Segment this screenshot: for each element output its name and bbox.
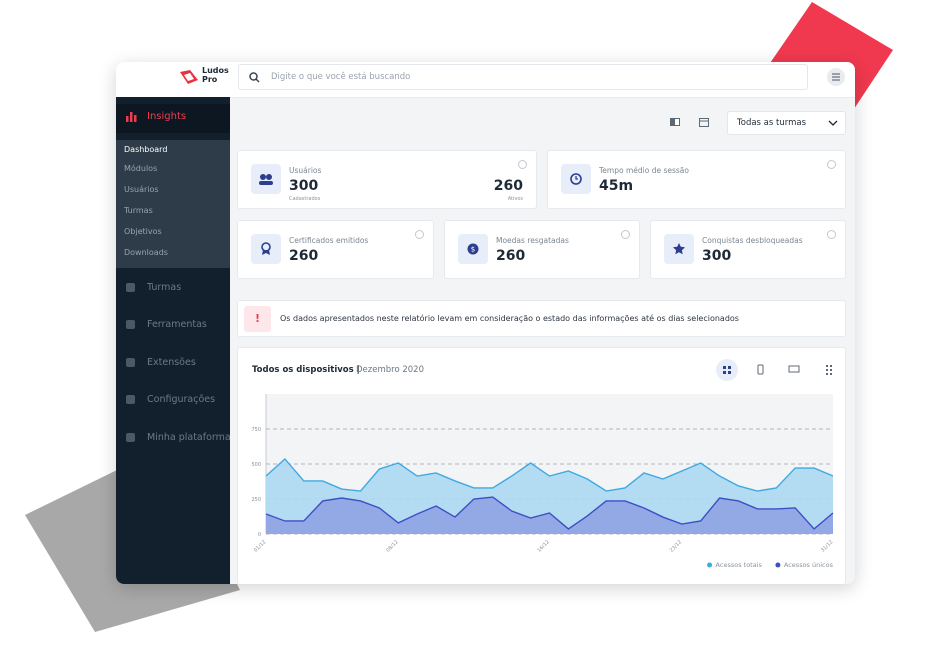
- turma-dropdown[interactable]: Todas as turmas: [727, 111, 846, 135]
- area-line: [265, 457, 834, 492]
- y-tick-label: 500: [251, 462, 261, 468]
- x-tick-label: 16/12: [536, 539, 550, 553]
- info-icon[interactable]: [518, 160, 527, 169]
- svg-text:$: $: [471, 246, 475, 254]
- legend-swatch: [707, 562, 713, 568]
- card-value: 260: [289, 248, 319, 264]
- submenu-item[interactable]: Módulos: [124, 164, 158, 173]
- info-icon[interactable]: [827, 160, 836, 169]
- card-icon: [251, 164, 281, 194]
- card-value: 300: [289, 178, 319, 194]
- logo-icon: [180, 70, 198, 84]
- stat-card: Usuários 300 Cadastrados 260 Ativos: [237, 150, 537, 209]
- menu-button[interactable]: [827, 68, 845, 86]
- calendar-icon[interactable]: [699, 117, 709, 127]
- stat-card: $ Moedas resgatadas 260: [444, 220, 640, 279]
- y-tick-label: 250: [251, 497, 261, 503]
- chevron: [828, 120, 838, 126]
- menu-icon: [126, 395, 135, 404]
- chart-title: Todos os dispositivos |: [252, 365, 360, 375]
- card-icon: [664, 234, 694, 264]
- menu-icon: [126, 283, 135, 292]
- x-tick-label: 01/12: [253, 539, 267, 553]
- card-value: 45m: [599, 178, 634, 194]
- menu-icon: [126, 320, 135, 329]
- submenu-item[interactable]: Dashboard: [124, 145, 168, 154]
- search-icon: [249, 72, 260, 83]
- legend-label: Acessos únicos: [784, 561, 834, 569]
- dropdown-label: Todas as turmas: [737, 118, 807, 128]
- stat-card: Certificados emitidos 260: [237, 220, 434, 279]
- desktop-button[interactable]: [788, 365, 800, 373]
- card-icon: [561, 164, 591, 194]
- x-tick-label: 08/12: [385, 539, 399, 553]
- card-value: 260: [496, 248, 526, 264]
- more-button[interactable]: [826, 365, 832, 375]
- alert-icon: !: [244, 306, 271, 332]
- card-caption: Ativos: [507, 196, 523, 202]
- info-icon[interactable]: [415, 230, 424, 239]
- menu-item-active[interactable]: Insights: [147, 111, 187, 122]
- logo: Ludos Pro: [202, 66, 229, 84]
- area-line: [265, 496, 834, 530]
- submenu-item[interactable]: Turmas: [124, 206, 153, 215]
- chart-card: Todos os dispositivos | Dezembro 2020 0 2…: [237, 347, 846, 584]
- red-card: [768, 2, 893, 118]
- menu-item[interactable]: Ferramentas: [147, 319, 207, 330]
- info-icon[interactable]: [827, 230, 836, 239]
- menu-item[interactable]: Minha plataforma: [147, 432, 231, 443]
- stat-card: Tempo médio de sessão 45m: [547, 150, 846, 209]
- menu-icon: [126, 433, 135, 442]
- card-caption: Cadastrados: [289, 196, 321, 202]
- search-bar[interactable]: Digite o que você está buscando: [238, 64, 808, 90]
- mobile-button[interactable]: [757, 364, 764, 375]
- info-icon[interactable]: [621, 230, 630, 239]
- card-title: Usuários: [289, 166, 322, 175]
- grid-icon: [723, 366, 731, 374]
- card-title: Conquistas desbloqueadas: [702, 236, 803, 245]
- card-title: Certificados emitidos: [289, 236, 369, 245]
- card-title: Moedas resgatadas: [496, 236, 569, 245]
- insights-icon: [126, 112, 137, 122]
- card-icon: [251, 234, 281, 264]
- y-tick-label: 750: [251, 427, 261, 433]
- submenu-item[interactable]: Downloads: [124, 248, 168, 257]
- menu-item[interactable]: Configurações: [147, 394, 216, 405]
- menu-item[interactable]: Turmas: [147, 282, 182, 293]
- search-placeholder: Digite o que você está buscando: [271, 72, 411, 82]
- area-fill: [266, 458, 833, 534]
- alert-text: Os dados apresentados neste relatório le…: [280, 314, 739, 323]
- card-icon: $: [458, 234, 488, 264]
- device-all-button[interactable]: [716, 359, 738, 381]
- export-icon[interactable]: [670, 117, 680, 127]
- menu-item[interactable]: Extensões: [147, 357, 196, 368]
- stat-card: Conquistas desbloqueadas 300: [650, 220, 846, 279]
- legend-swatch: [775, 562, 781, 568]
- chart-subtitle: Dezembro 2020: [356, 365, 424, 375]
- card-value: 300: [702, 248, 732, 264]
- card-title: Tempo médio de sessão: [599, 166, 689, 175]
- submenu-bg: [116, 140, 230, 268]
- legend-label: Acessos totais: [716, 561, 763, 569]
- area-fill: [266, 497, 833, 534]
- y-tick-label: 0: [258, 532, 261, 538]
- logo-sub: Pro: [202, 75, 218, 84]
- menu-icon: [126, 358, 135, 367]
- x-tick-label: 31/12: [820, 539, 834, 553]
- submenu-item[interactable]: Objetivos: [124, 227, 162, 236]
- logo-text: Ludos: [202, 66, 229, 75]
- x-tick-label: 23/12: [669, 539, 683, 553]
- submenu-item[interactable]: Usuários: [124, 185, 159, 194]
- card-value: 260: [493, 178, 523, 194]
- alert: ! Os dados apresentados neste relatório …: [237, 300, 846, 337]
- top-bar: [116, 62, 855, 98]
- chart: Todos os dispositivos | Dezembro 2020 0 2…: [251, 359, 834, 569]
